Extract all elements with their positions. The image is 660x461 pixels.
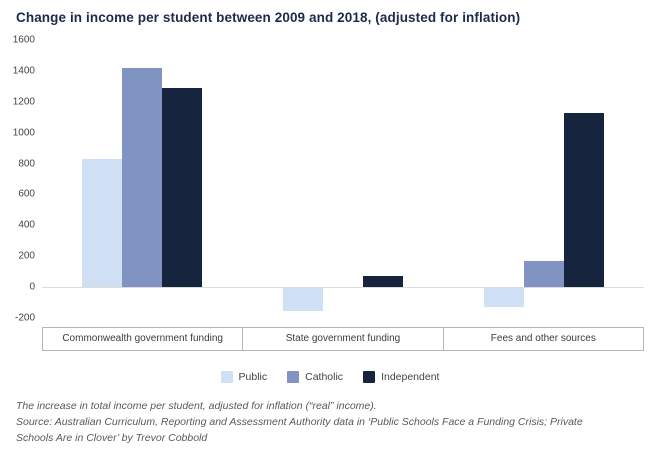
x-axis-category-row: Commonwealth government funding State gov… xyxy=(42,327,644,351)
legend-item-public: Public xyxy=(220,371,268,383)
y-tick-label: 1200 xyxy=(12,96,35,108)
legend-label: Catholic xyxy=(305,371,344,383)
footnotes: The increase in total income per student… xyxy=(16,399,644,446)
plot-area xyxy=(42,40,644,318)
category-label: State government funding xyxy=(243,328,444,350)
bar-group xyxy=(243,40,444,318)
bar-independent-2 xyxy=(563,112,604,288)
y-tick-label: 600 xyxy=(18,188,35,200)
y-tick-label: 1400 xyxy=(12,65,35,77)
legend-item-catholic: Catholic xyxy=(287,371,343,383)
category-label: Commonwealth government funding xyxy=(43,328,244,350)
zero-baseline xyxy=(42,287,644,289)
y-tick-label: 400 xyxy=(18,219,35,231)
y-tick-label: -200 xyxy=(14,312,35,324)
legend-label: Independent xyxy=(381,371,440,383)
bar-chart: 1600 1400 1200 1000 800 600 400 200 0 -200 Common… xyxy=(8,35,644,351)
plot-row: 1600 1400 1200 1000 800 600 400 200 0 -200 xyxy=(8,35,644,324)
bar-independent-1 xyxy=(362,276,403,288)
source-text: Source: Australian Curriculum, Reporting… xyxy=(16,415,583,444)
legend-swatch xyxy=(363,371,376,383)
bar-catholic-2 xyxy=(523,260,564,288)
legend: Public Catholic Independent xyxy=(0,371,660,383)
chart-title: Change in income per student between 200… xyxy=(16,10,521,25)
bar-public-2 xyxy=(483,288,524,307)
legend-label: Public xyxy=(238,371,268,383)
y-tick-label: 1600 xyxy=(12,34,35,46)
category-label: Fees and other sources xyxy=(444,328,644,350)
legend-swatch xyxy=(287,371,300,383)
bar-group xyxy=(42,40,243,318)
legend-swatch xyxy=(220,371,233,383)
footnote-text: The increase in total income per student… xyxy=(16,400,377,412)
bar-group xyxy=(443,40,644,318)
y-tick-label: 800 xyxy=(18,158,35,170)
bar-catholic-0 xyxy=(122,67,163,288)
y-axis: 1600 1400 1200 1000 800 600 400 200 0 -200 xyxy=(8,35,42,324)
bar-public-1 xyxy=(282,288,323,312)
bar-public-0 xyxy=(82,158,123,288)
y-tick-label: 200 xyxy=(18,250,35,262)
legend-item-independent: Independent xyxy=(363,371,439,383)
bar-independent-0 xyxy=(162,87,203,288)
y-tick-label: 0 xyxy=(29,281,35,293)
y-tick-label: 1000 xyxy=(12,127,35,139)
